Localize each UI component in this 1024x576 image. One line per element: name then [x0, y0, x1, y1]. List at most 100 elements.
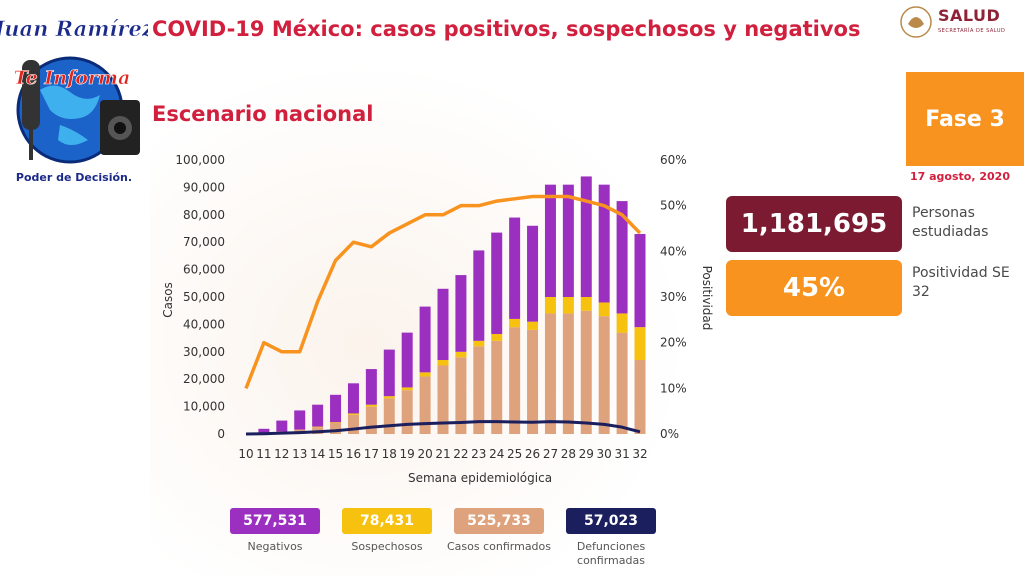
bar-negativos [419, 306, 431, 373]
legend-negatives-value: 577,531 [230, 508, 320, 534]
x-tick-label: 24 [489, 447, 504, 461]
report-date: 17 agosto, 2020 [910, 170, 1010, 183]
x-tick-label: 26 [525, 447, 540, 461]
legend-confirmed-label: Casos confirmados [446, 540, 552, 553]
x-tick-label: 15 [328, 447, 343, 461]
bar-negativos [562, 184, 574, 297]
y-tick-label: 0 [217, 427, 225, 441]
y2-tick-label: 40% [660, 244, 687, 258]
studied-people-label: Personas estudiadas [912, 205, 989, 240]
legend-suspects-value: 78,431 [342, 508, 432, 534]
phase-badge: Fase 3 [906, 72, 1024, 166]
y2-axis-label: Positividad [700, 266, 714, 331]
y-tick-label: 20,000 [183, 372, 225, 386]
bar-negativos [294, 410, 306, 430]
bar-negativos [580, 176, 592, 297]
brand-name: SALUD [938, 6, 1001, 25]
bar-sospechosos [455, 351, 467, 358]
legend-confirmed-value: 525,733 [454, 508, 544, 534]
y2-tick-label: 50% [660, 199, 687, 213]
bar-sospechosos [527, 321, 539, 330]
x-tick-label: 25 [507, 447, 522, 461]
bar-sospechosos [312, 426, 324, 428]
bar-sospechosos [616, 313, 628, 333]
bar-sospechosos [383, 396, 395, 399]
y-tick-label: 50,000 [183, 290, 225, 304]
bar-casos-confirmados [347, 414, 359, 434]
page-title: COVID-19 México: casos positivos, sospec… [152, 17, 861, 41]
y-tick-label: 10,000 [183, 400, 225, 414]
studied-people-value: 1,181,695 [726, 196, 902, 252]
page-subtitle: Escenario nacional [152, 102, 374, 126]
bar-sospechosos [580, 297, 592, 311]
bar-negativos [258, 428, 270, 433]
x-tick-label: 17 [364, 447, 379, 461]
bar-negativos [616, 201, 628, 314]
x-tick-label: 29 [579, 447, 594, 461]
x-tick-label: 12 [274, 447, 289, 461]
bar-negativos [509, 217, 521, 319]
bar-casos-confirmados [598, 316, 610, 434]
bar-casos-confirmados [634, 360, 646, 434]
bar-sospechosos [347, 413, 359, 415]
positivity-label: Positividad SE 32 [912, 265, 1010, 300]
bar-negativos [383, 349, 395, 397]
bar-negativos [347, 383, 359, 414]
bar-negativos [437, 288, 449, 361]
bar-casos-confirmados [527, 329, 539, 434]
bar-negativos [473, 250, 485, 341]
y2-tick-label: 30% [660, 290, 687, 304]
bar-casos-confirmados [365, 406, 377, 434]
bar-casos-confirmados [401, 390, 413, 434]
x-tick-label: 21 [435, 447, 450, 461]
bar-negativos [634, 233, 646, 328]
bar-casos-confirmados [455, 357, 467, 434]
x-tick-label: 16 [346, 447, 361, 461]
bar-sospechosos [365, 404, 377, 407]
legend-deaths-value: 57,023 [566, 508, 656, 534]
bar-casos-confirmados [383, 398, 395, 434]
bar-sospechosos [509, 318, 521, 328]
bar-sospechosos [562, 297, 574, 314]
bar-casos-confirmados [473, 346, 485, 434]
x-tick-label: 14 [310, 447, 325, 461]
bar-sospechosos [473, 340, 485, 347]
bar-negativos [598, 184, 610, 303]
legend-suspects-label: Sospechosos [351, 540, 423, 553]
y-tick-label: 70,000 [183, 235, 225, 249]
bar-casos-confirmados [616, 332, 628, 434]
bar-sospechosos [634, 327, 646, 361]
bar-casos-confirmados [562, 313, 574, 434]
x-tick-label: 28 [561, 447, 576, 461]
x-tick-label: 27 [543, 447, 558, 461]
mexico-seal-icon [900, 6, 932, 38]
x-tick-label: 30 [597, 447, 612, 461]
bar-sospechosos [401, 387, 413, 391]
y-tick-label: 80,000 [183, 208, 225, 222]
y-tick-label: 90,000 [183, 180, 225, 194]
y-axis-label: Casos [161, 282, 175, 318]
deaths-line [245, 420, 641, 436]
y2-tick-label: 10% [660, 381, 687, 395]
y-tick-label: 30,000 [183, 345, 225, 359]
x-tick-label: 23 [471, 447, 486, 461]
legend-negatives-label: Negativos [247, 540, 303, 553]
bar-sospechosos [544, 297, 556, 314]
bar-casos-confirmados [544, 313, 556, 434]
y2-tick-label: 60% [660, 153, 687, 167]
bar-casos-confirmados [330, 423, 342, 434]
x-tick-label: 10 [238, 447, 253, 461]
x-tick-label: 13 [292, 447, 307, 461]
bar-negativos [276, 420, 288, 432]
legend-deaths-label: Defunciones confirmadas [576, 540, 646, 567]
bar-casos-confirmados [491, 340, 503, 434]
logo-tagline: Te Informa [14, 67, 131, 89]
x-tick-label: 32 [632, 447, 647, 461]
bar-sospechosos [598, 302, 610, 317]
bar-casos-confirmados [509, 327, 521, 434]
bar-sospechosos [437, 360, 449, 366]
x-tick-label: 11 [256, 447, 271, 461]
positivity-value: 45% [726, 260, 902, 316]
salud-brand: SALUD SECRETARÍA DE SALUD [898, 2, 1018, 46]
positivity-line [244, 194, 642, 389]
